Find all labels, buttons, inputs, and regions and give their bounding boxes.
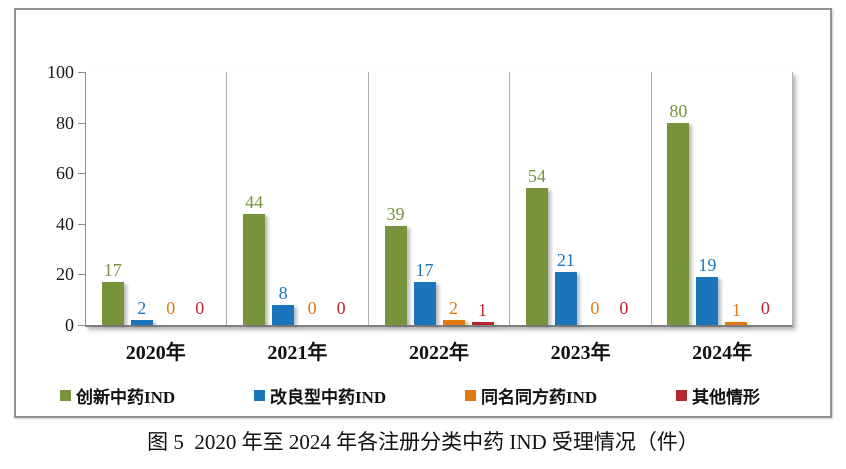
bar-value-label: 80: [669, 100, 688, 121]
bar-slot: 0: [327, 298, 356, 325]
bar-slot: 39: [381, 204, 410, 325]
bar: [696, 276, 719, 325]
y-axis-tick-mark: [78, 325, 85, 326]
bar-value-label: 0: [619, 298, 629, 318]
bar: [101, 282, 124, 325]
y-axis-tick-label: 20: [56, 264, 74, 285]
y-axis-tick-mark: [78, 122, 85, 124]
y-axis-tick-label: 0: [65, 315, 74, 335]
bar-slot: 0: [751, 298, 780, 325]
bar-value-label: 0: [760, 298, 770, 318]
bar: [272, 304, 295, 325]
bar-value-label: 0: [307, 298, 317, 318]
bar-slot: 21: [551, 250, 580, 325]
plot-area: 17 2 0 0 44 8 0 0 39 17 2 1 54 21 0 0 80 19 1 0: [85, 72, 793, 327]
bar-value-label: 0: [336, 298, 346, 318]
bar-slot: 0: [156, 298, 185, 325]
bar: [667, 122, 690, 325]
bar-slot: 80: [664, 101, 693, 325]
bar-slot: 0: [185, 298, 214, 325]
bar-group: 54 21 0 0: [510, 166, 650, 325]
bar-slot: 54: [522, 166, 551, 325]
bar: [130, 319, 153, 325]
bar-value-label: 39: [386, 204, 405, 225]
category-panel: 44 8 0 0: [226, 72, 367, 325]
bar-slot: 2: [127, 298, 156, 325]
bar-value-label: 0: [195, 298, 205, 318]
x-axis-label: 2024年: [692, 342, 753, 364]
legend-marker-icon: [465, 389, 476, 401]
bar-value-label: 0: [166, 298, 176, 318]
bar-group: 39 17 2 1: [369, 204, 509, 325]
bar-value-label: 17: [103, 260, 122, 280]
bar-slot: 17: [410, 260, 439, 325]
bar: [525, 188, 548, 325]
legend-marker-icon: [676, 389, 687, 401]
legend-item: 改良型中药IND: [254, 383, 386, 408]
bar-value-label: 44: [245, 191, 264, 212]
bar-value-label: 2: [137, 297, 147, 318]
bar: [725, 322, 748, 325]
bar-group: 44 8 0 0: [227, 192, 367, 325]
y-axis-tick-mark: [78, 72, 85, 73]
bar: [243, 213, 266, 325]
bar: [442, 319, 465, 325]
legend: 创新中药IND 改良型中药IND 同名同方药IND 其他情形: [60, 382, 760, 408]
bar-value-label: 0: [590, 298, 600, 318]
bar-value-label: 8: [278, 282, 288, 303]
bar-value-label: 21: [556, 249, 575, 270]
y-axis-tick-label: 60: [56, 163, 74, 184]
bar-slot: 1: [722, 300, 751, 325]
bar-group: 17 2 0 0: [86, 260, 226, 325]
bar-slot: 0: [609, 298, 638, 325]
x-axis-labels: 2020年 2021年 2022年 2023年 2024年: [85, 336, 793, 365]
y-axis-tick-mark: [78, 274, 85, 276]
category-panel: 54 21 0 0: [509, 72, 650, 325]
y-axis-tick-label: 40: [56, 213, 74, 234]
bar-slot: 0: [298, 298, 327, 325]
legend-item: 其他情形: [676, 383, 760, 408]
bar-slot: 0: [580, 298, 609, 325]
legend-item: 创新中药IND: [60, 383, 175, 408]
bar-slot: 17: [98, 260, 127, 325]
bar: [471, 322, 494, 325]
x-axis-label: 2022年: [408, 342, 469, 364]
bar-value-label: 1: [731, 300, 741, 321]
legend-marker-icon: [60, 389, 71, 401]
bar-value-label: 19: [698, 254, 717, 275]
y-axis-tick-label: 80: [56, 112, 74, 133]
legend-label: 创新中药IND: [76, 387, 176, 407]
chart-frame: 0 20 40 60 80 100 17 2 0 0 44 8 0 0 39 17 2 1 54 21 0 0 80 19 1…: [14, 8, 832, 418]
legend-label: 其他情形: [692, 387, 760, 407]
legend-item: 同名同方药IND: [465, 383, 597, 408]
bar-slot: 2: [439, 298, 468, 325]
bar-slot: 1: [468, 300, 497, 325]
chart-caption: 图 5 2020 年至 2024 年各注册分类中药 IND 受理情况（件）: [147, 430, 699, 454]
bar-value-label: 17: [415, 260, 434, 280]
category-panel: 17 2 0 0: [86, 72, 226, 325]
bar-value-label: 54: [527, 166, 546, 187]
category-panel: 80 19 1 0: [650, 72, 792, 325]
bar-slot: 8: [269, 283, 298, 325]
y-axis-tick-mark: [78, 223, 85, 225]
bar-value-label: 2: [449, 297, 459, 318]
bar-slot: 19: [693, 255, 722, 325]
x-axis-label: 2020年: [125, 342, 186, 364]
y-axis-tick-label: 100: [47, 62, 74, 82]
bar-group: 80 19 1 0: [652, 101, 792, 325]
category-panel: 39 17 2 1: [367, 72, 509, 325]
legend-label: 同名同方药IND: [481, 387, 598, 407]
bar: [384, 226, 407, 325]
bar-value-label: 1: [478, 300, 488, 321]
x-axis-label: 2021年: [267, 342, 328, 364]
y-axis-tick-mark: [78, 173, 85, 175]
x-axis-label: 2023年: [550, 342, 611, 364]
bar-slot: 44: [240, 192, 269, 325]
bar: [413, 282, 436, 325]
legend-label: 改良型中药IND: [270, 387, 387, 407]
bar: [554, 271, 577, 325]
legend-marker-icon: [254, 389, 265, 401]
